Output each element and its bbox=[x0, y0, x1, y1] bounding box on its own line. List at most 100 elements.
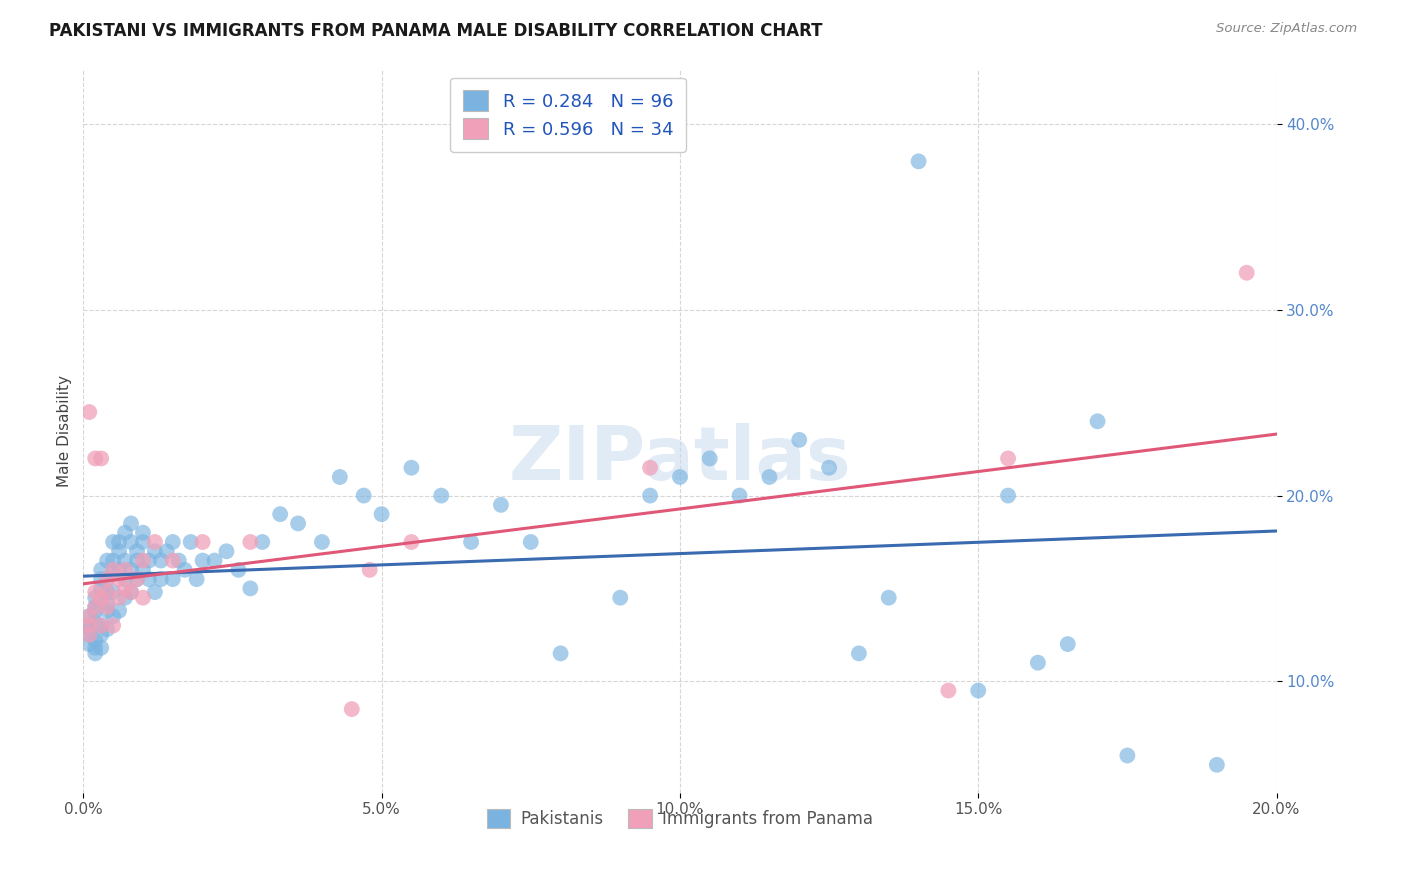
Point bbox=[84, 591, 107, 605]
Point bbox=[401, 535, 423, 549]
Point bbox=[77, 609, 100, 624]
Point bbox=[125, 572, 148, 586]
Point bbox=[77, 609, 100, 624]
Point bbox=[353, 489, 375, 503]
Point bbox=[108, 604, 131, 618]
Point bbox=[162, 553, 184, 567]
Point bbox=[149, 572, 172, 586]
Point bbox=[108, 572, 131, 586]
Point bbox=[156, 544, 179, 558]
Point bbox=[162, 535, 184, 549]
Point bbox=[84, 599, 107, 614]
Point bbox=[101, 609, 124, 624]
Point bbox=[125, 572, 148, 586]
Point bbox=[96, 585, 118, 599]
Point bbox=[114, 525, 136, 540]
Point bbox=[638, 489, 661, 503]
Point bbox=[90, 640, 112, 655]
Point bbox=[848, 647, 870, 661]
Point bbox=[108, 591, 131, 605]
Point bbox=[90, 572, 112, 586]
Point bbox=[90, 563, 112, 577]
Point bbox=[907, 154, 929, 169]
Point bbox=[96, 572, 118, 586]
Point bbox=[125, 544, 148, 558]
Point bbox=[90, 591, 112, 605]
Point bbox=[728, 489, 751, 503]
Point bbox=[77, 622, 100, 636]
Point bbox=[96, 604, 118, 618]
Point bbox=[77, 628, 100, 642]
Point bbox=[252, 535, 274, 549]
Point bbox=[460, 535, 482, 549]
Point bbox=[77, 618, 100, 632]
Point bbox=[114, 563, 136, 577]
Point bbox=[84, 615, 107, 629]
Point bbox=[162, 572, 184, 586]
Point bbox=[370, 507, 392, 521]
Point bbox=[138, 572, 160, 586]
Point bbox=[1026, 656, 1049, 670]
Point bbox=[938, 683, 960, 698]
Point bbox=[1087, 414, 1109, 428]
Point bbox=[186, 572, 208, 586]
Point bbox=[132, 591, 155, 605]
Point bbox=[114, 591, 136, 605]
Point bbox=[204, 553, 226, 567]
Point bbox=[1056, 637, 1078, 651]
Point bbox=[149, 553, 172, 567]
Point bbox=[90, 618, 112, 632]
Point bbox=[84, 585, 107, 599]
Point bbox=[329, 470, 352, 484]
Point bbox=[1116, 748, 1139, 763]
Y-axis label: Male Disability: Male Disability bbox=[58, 375, 72, 487]
Point bbox=[239, 535, 262, 549]
Point bbox=[120, 585, 142, 599]
Point bbox=[101, 585, 124, 599]
Point bbox=[120, 585, 142, 599]
Point bbox=[699, 451, 721, 466]
Point bbox=[758, 470, 780, 484]
Point bbox=[550, 647, 572, 661]
Point bbox=[430, 489, 453, 503]
Point bbox=[180, 535, 202, 549]
Point bbox=[173, 563, 195, 577]
Point bbox=[340, 702, 363, 716]
Point bbox=[101, 553, 124, 567]
Point bbox=[96, 596, 118, 610]
Point bbox=[114, 553, 136, 567]
Legend: Pakistanis, Immigrants from Panama: Pakistanis, Immigrants from Panama bbox=[481, 803, 880, 835]
Point bbox=[108, 544, 131, 558]
Point bbox=[114, 572, 136, 586]
Point bbox=[90, 618, 112, 632]
Point bbox=[818, 460, 841, 475]
Point bbox=[120, 516, 142, 531]
Point bbox=[638, 460, 661, 475]
Point bbox=[997, 451, 1019, 466]
Point bbox=[90, 628, 112, 642]
Point bbox=[191, 553, 214, 567]
Point bbox=[114, 582, 136, 596]
Point bbox=[215, 544, 238, 558]
Point bbox=[101, 566, 124, 581]
Point bbox=[96, 599, 118, 614]
Point bbox=[311, 535, 333, 549]
Point bbox=[120, 535, 142, 549]
Point bbox=[96, 572, 118, 586]
Point bbox=[77, 637, 100, 651]
Point bbox=[101, 618, 124, 632]
Point bbox=[132, 535, 155, 549]
Point bbox=[191, 535, 214, 549]
Point bbox=[143, 585, 166, 599]
Point bbox=[787, 433, 810, 447]
Point bbox=[228, 563, 250, 577]
Point bbox=[669, 470, 692, 484]
Point bbox=[609, 591, 631, 605]
Point bbox=[84, 451, 107, 466]
Point bbox=[84, 640, 107, 655]
Point bbox=[401, 460, 423, 475]
Point bbox=[108, 535, 131, 549]
Point bbox=[132, 553, 155, 567]
Point bbox=[239, 582, 262, 596]
Point bbox=[1236, 266, 1258, 280]
